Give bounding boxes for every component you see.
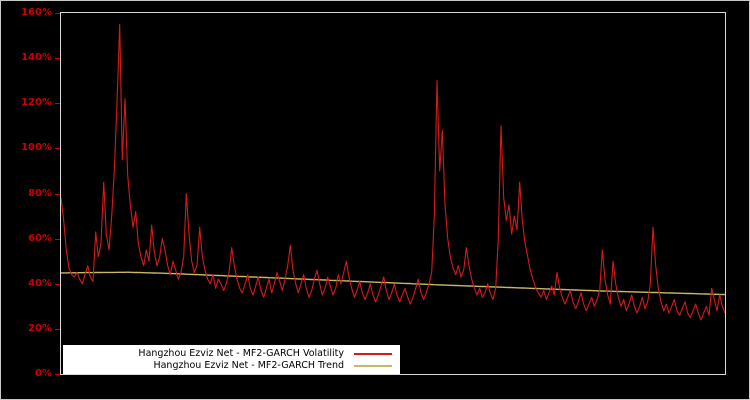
y-axis-tick-label: 160% (21, 7, 52, 18)
y-axis-tick-label: 80% (28, 187, 52, 199)
y-axis-tick-label: 0% (35, 368, 52, 379)
legend-label-trend: Hangzhou Ezviz Net - MF2-GARCH Trend (153, 360, 344, 371)
y-axis: 0% 20% 40% 60% 80% 100% 120% 140% 160% (0, 0, 60, 400)
y-axis-tick-label: 100% (21, 142, 52, 154)
y-axis-tick-mark (55, 148, 60, 150)
legend-row-trend: Hangzhou Ezviz Net - MF2-GARCH Trend (67, 360, 392, 371)
legend: Hangzhou Ezviz Net - MF2-GARCH Volatilit… (63, 345, 400, 374)
volatility-line (61, 23, 725, 321)
y-axis-tick-label: 60% (28, 232, 52, 244)
y-axis-tick-mark (55, 13, 60, 14)
y-axis-tick-mark (55, 58, 60, 60)
volatility-line-sample (354, 352, 392, 355)
y-axis-tick-mark (55, 328, 60, 330)
y-axis-tick-mark (55, 283, 60, 285)
y-axis-tick-label: 40% (28, 277, 52, 289)
legend-row-volatility: Hangzhou Ezviz Net - MF2-GARCH Volatilit… (67, 348, 392, 359)
trend-line-sample (354, 364, 392, 367)
y-axis-tick-label: 120% (21, 97, 52, 109)
plot-area (60, 12, 726, 375)
y-axis-tick-label: 140% (21, 52, 52, 64)
trend-line (61, 271, 725, 296)
y-axis-tick-mark (55, 103, 60, 105)
legend-label-volatility: Hangzhou Ezviz Net - MF2-GARCH Volatilit… (138, 348, 344, 359)
y-axis-tick-mark (55, 238, 60, 240)
y-axis-tick-mark (55, 374, 60, 375)
y-axis-tick-label: 20% (28, 322, 52, 334)
chart-canvas (61, 23, 725, 321)
y-axis-tick-mark (55, 193, 60, 195)
